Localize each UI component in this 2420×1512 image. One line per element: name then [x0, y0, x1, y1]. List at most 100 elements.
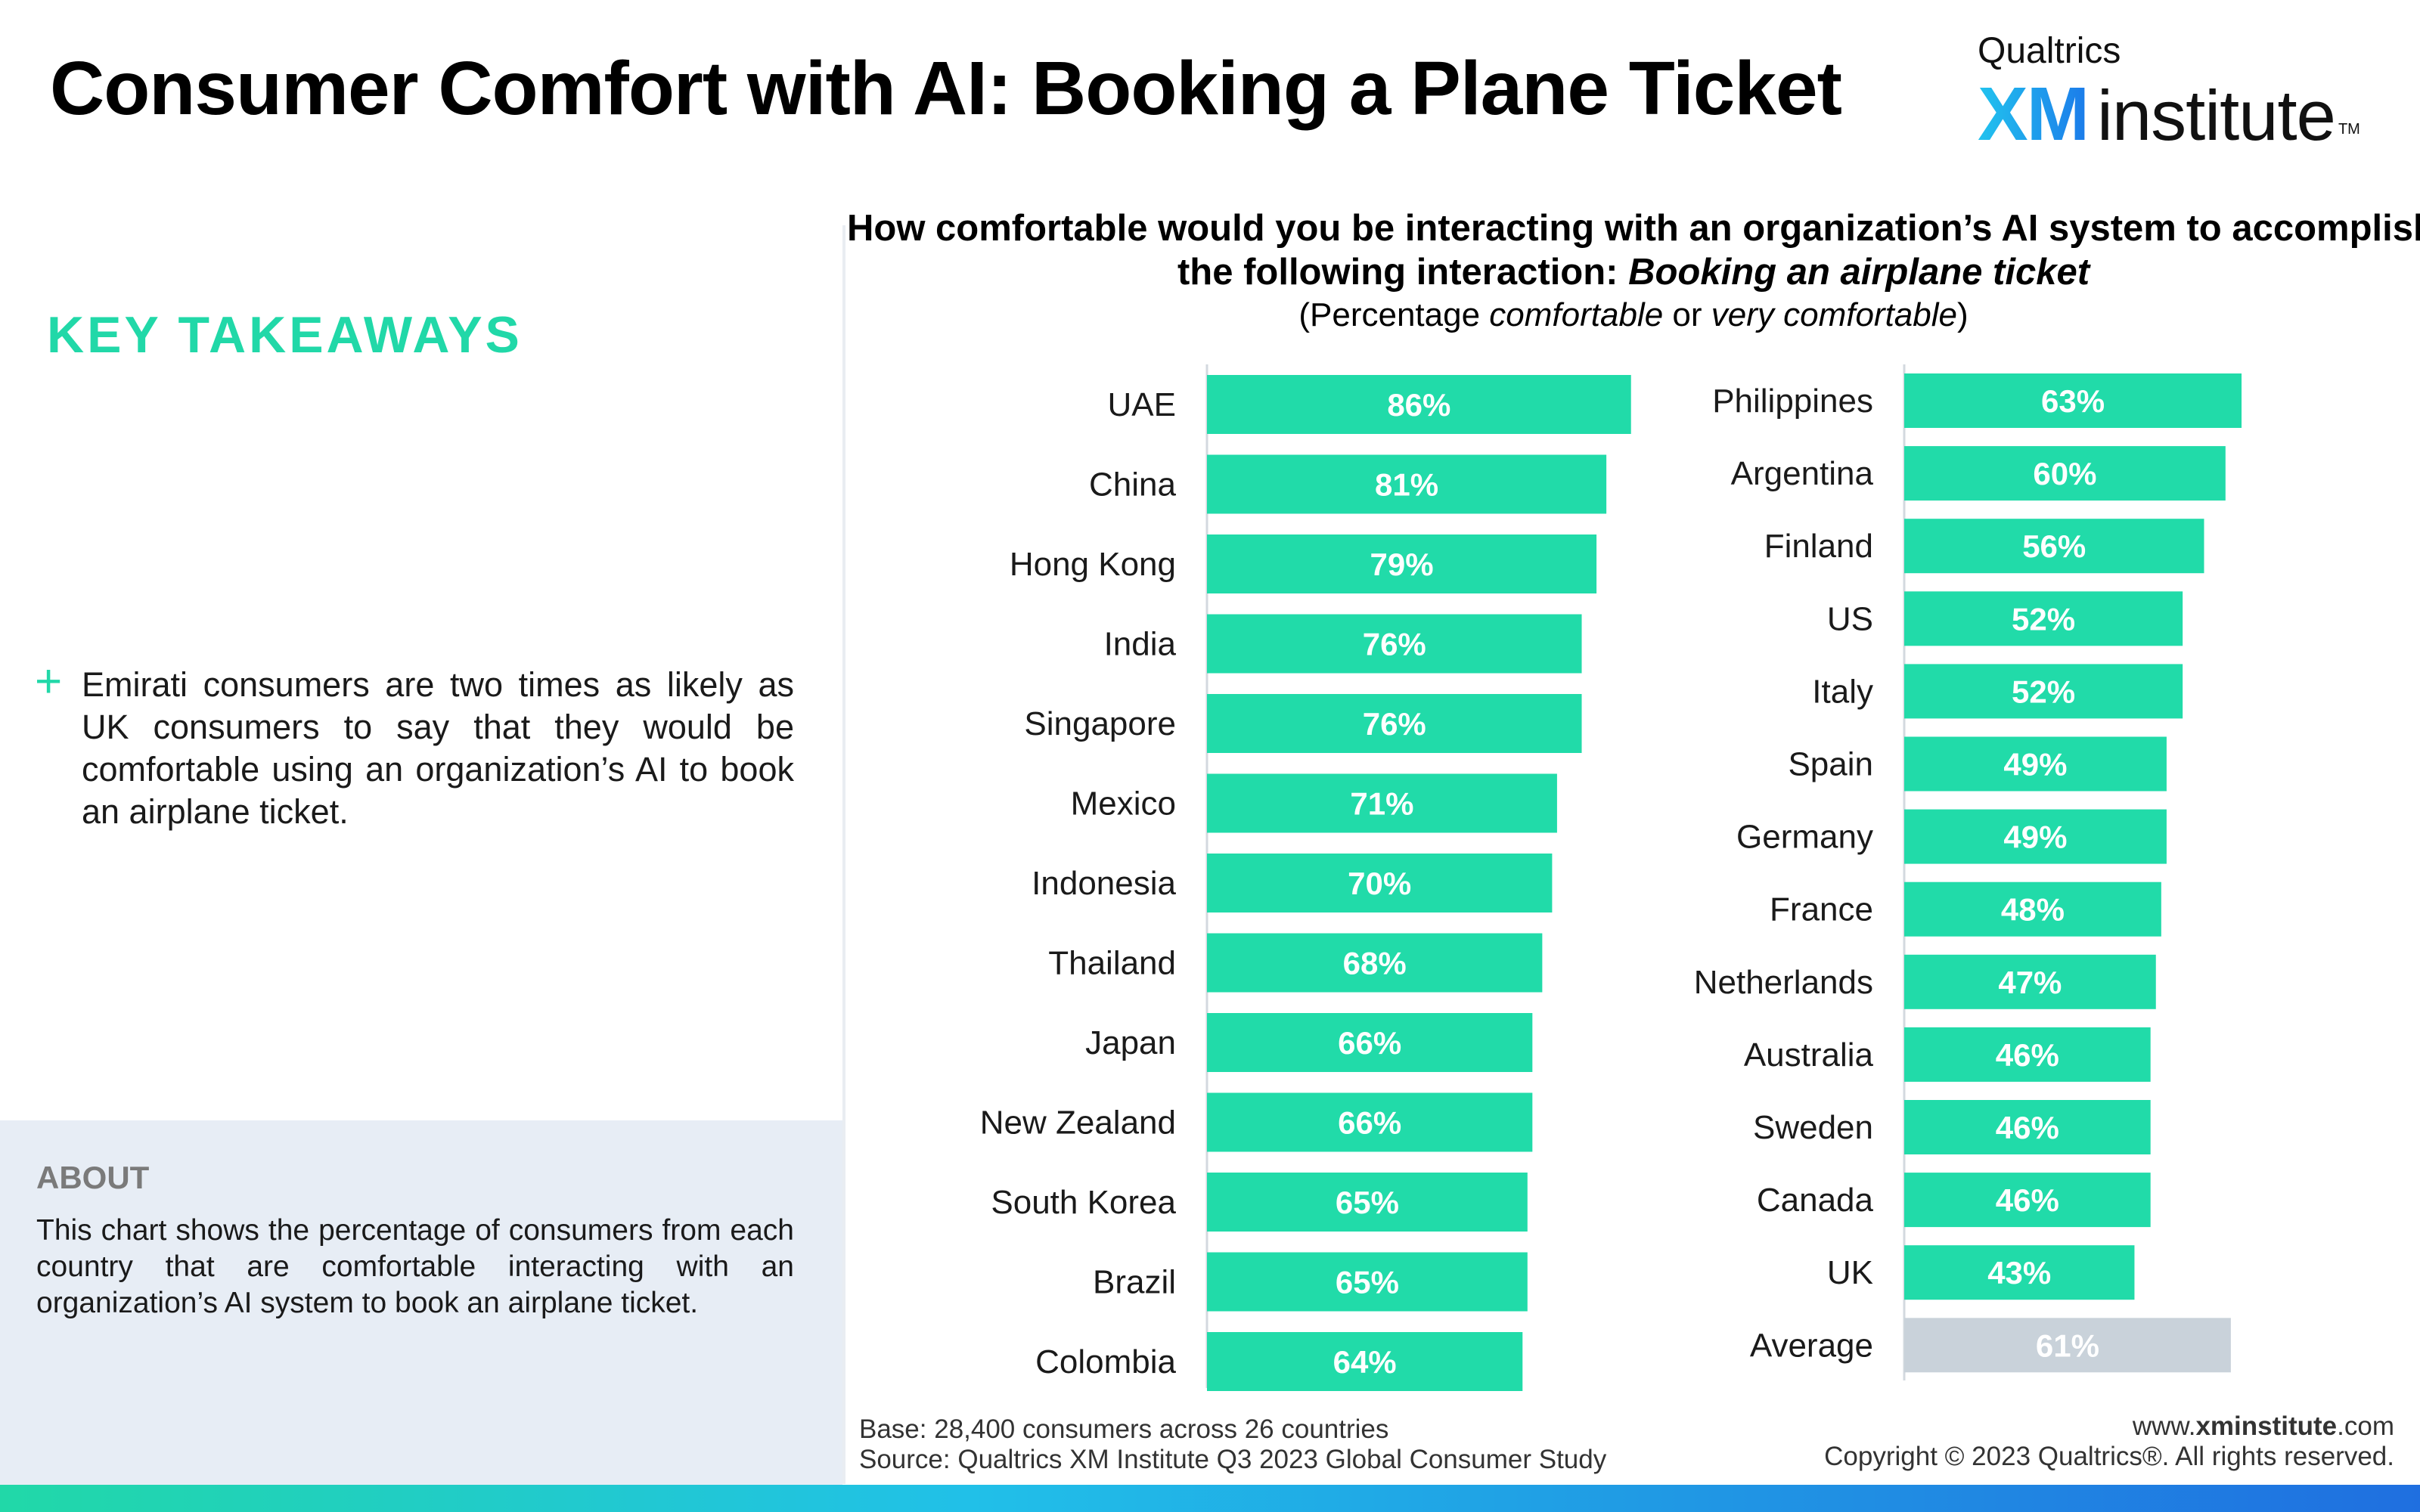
data-label-canada: 46% — [1996, 1182, 2059, 1218]
bar-south-korea — [1207, 1173, 1528, 1232]
category-label-japan: Japan — [1085, 1024, 1176, 1061]
website-link[interactable]: www.xminstitute.com — [2133, 1411, 2394, 1442]
bar-colombia — [1207, 1332, 1523, 1391]
data-label-brazil: 65% — [1336, 1265, 1399, 1300]
data-label-thailand: 68% — [1343, 946, 1407, 981]
data-label-uk: 43% — [1987, 1255, 2051, 1290]
data-label-indonesia: 70% — [1348, 866, 1411, 901]
web-prefix: www. — [2132, 1411, 2196, 1441]
subtitle-open: (Percentage — [1298, 296, 1490, 333]
key-takeaways-heading: KEY TAKEAWAYS — [47, 306, 523, 364]
category-label-hong-kong: Hong Kong — [1010, 546, 1176, 583]
data-label-us: 52% — [2012, 601, 2075, 637]
data-label-singapore: 76% — [1363, 706, 1426, 742]
category-label-germany: Germany — [1736, 819, 1873, 856]
logo-trademark: TM — [2338, 121, 2360, 138]
bar-sweden — [1904, 1100, 2151, 1154]
category-label-thailand: Thailand — [1048, 945, 1176, 982]
logo-institute-text: institute — [2097, 76, 2336, 155]
category-label-india: India — [1104, 626, 1177, 663]
category-label-uk: UK — [1827, 1254, 1873, 1291]
data-label-spain: 49% — [2003, 747, 2067, 782]
subtitle-or: or — [1663, 296, 1711, 333]
category-label-mexico: Mexico — [1071, 785, 1176, 823]
category-label-new-zealand: New Zealand — [980, 1105, 1176, 1142]
bar-us — [1904, 591, 2183, 646]
category-label-south-korea: South Korea — [991, 1184, 1176, 1221]
data-label-argentina: 60% — [2033, 456, 2096, 491]
category-label-philippines: Philippines — [1712, 383, 1873, 420]
category-label-argentina: Argentina — [1731, 455, 1874, 492]
subtitle-comfortable: comfortable — [1489, 296, 1664, 333]
subtitle-close: ) — [1956, 296, 1969, 333]
data-label-australia: 46% — [1996, 1037, 2059, 1073]
about-panel — [0, 1120, 842, 1485]
bar-germany — [1904, 809, 2167, 864]
data-label-netherlands: 47% — [1998, 965, 2062, 1000]
data-label-germany: 49% — [2003, 820, 2067, 855]
subtitle-very-comfortable: very comfortable — [1711, 296, 1957, 333]
chart-question-line1: How comfortable would you be interacting… — [847, 208, 2420, 249]
category-label-sweden: Sweden — [1753, 1109, 1873, 1146]
page-title: Consumer Comfort with AI: Booking a Plan… — [50, 46, 1842, 131]
bar-new-zealand — [1207, 1092, 1533, 1152]
bar-australia — [1904, 1027, 2151, 1082]
data-label-south-korea: 65% — [1336, 1185, 1399, 1220]
category-label-colombia: Colombia — [1035, 1343, 1176, 1380]
category-label-australia: Australia — [1744, 1036, 1874, 1074]
bar-japan — [1207, 1013, 1533, 1072]
bar-spain — [1904, 736, 2167, 792]
logo-mark: XM institute TM — [1978, 73, 2360, 171]
bar-china — [1207, 454, 1607, 514]
data-label-colombia: 64% — [1333, 1344, 1397, 1380]
category-label-average: Average — [1750, 1327, 1873, 1364]
bar-hong-kong — [1207, 534, 1597, 593]
bar-mexico — [1207, 773, 1557, 833]
question-prefix: the following interaction: — [1177, 252, 1629, 293]
bar-netherlands — [1904, 954, 2156, 1009]
bar-uk — [1904, 1245, 2135, 1300]
data-label-china: 81% — [1375, 467, 1438, 503]
bar-thailand — [1207, 933, 1543, 993]
logo-xm-text: XM — [1978, 72, 2090, 156]
data-label-philippines: 63% — [2041, 383, 2105, 419]
category-label-italy: Italy — [1812, 673, 1873, 710]
bar-average — [1904, 1318, 2231, 1373]
data-label-mexico: 71% — [1350, 786, 1413, 822]
bar-philippines — [1904, 373, 2242, 428]
web-domain: xminstitute — [2195, 1411, 2338, 1441]
vertical-divider — [842, 225, 845, 1484]
category-label-indonesia: Indonesia — [1032, 865, 1176, 902]
xm-institute-logo: Qualtrics XM institute TM — [1978, 30, 2360, 171]
bar-argentina — [1904, 446, 2226, 501]
logo-qualtrics-text: Qualtrics — [1978, 31, 2121, 71]
category-label-us: US — [1827, 600, 1873, 637]
data-label-india: 76% — [1363, 627, 1426, 662]
category-label-spain: Spain — [1788, 746, 1873, 783]
web-suffix: .com — [2337, 1411, 2394, 1441]
bar-indonesia — [1207, 854, 1553, 912]
footnote-source: Source: Qualtrics XM Institute Q3 2023 G… — [859, 1445, 1607, 1474]
takeaway-text: Emirati consumers are two times as likel… — [82, 665, 794, 831]
bar-uae — [1207, 375, 1631, 434]
chart-subtitle: (Percentage comfortable or very comforta… — [847, 296, 2420, 334]
bar-finland — [1904, 519, 2204, 574]
bar-singapore — [1207, 694, 1582, 753]
plus-icon: + — [35, 655, 63, 708]
bar-india — [1207, 614, 1582, 674]
category-label-france: France — [1770, 891, 1873, 928]
category-label-singapore: Singapore — [1024, 705, 1176, 742]
bottom-gradient-bar — [0, 1485, 2420, 1512]
bar-italy — [1904, 664, 2183, 719]
chart-question-line2: the following interaction: Booking an ai… — [847, 251, 2420, 293]
footnote-base: Base: 28,400 consumers across 26 countri… — [859, 1414, 1389, 1444]
bar-france — [1904, 881, 2161, 937]
category-label-canada: Canada — [1757, 1182, 1874, 1219]
about-heading: ABOUT — [36, 1160, 150, 1195]
data-label-hong-kong: 79% — [1370, 547, 1434, 582]
category-label-brazil: Brazil — [1093, 1264, 1176, 1301]
bar-brazil — [1207, 1252, 1528, 1312]
data-label-average: 61% — [2036, 1328, 2099, 1363]
data-label-new-zealand: 66% — [1338, 1105, 1401, 1141]
